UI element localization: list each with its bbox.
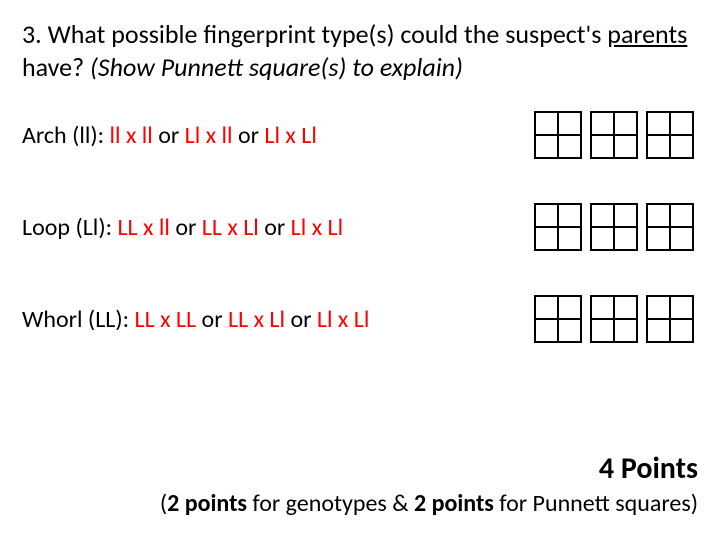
- genotype-cross: LL x LL: [135, 305, 197, 334]
- genotype-cross: LL x Ll: [228, 305, 285, 334]
- question-prefix: 3. What possible fingerprint type(s) cou…: [22, 18, 607, 50]
- separator-or: or: [233, 121, 265, 150]
- punnett-square: [590, 203, 638, 251]
- points-mid1: for genotypes &: [247, 489, 414, 518]
- genotype-cross: Ll x Ll: [264, 121, 316, 150]
- row-label: Arch (ll):: [22, 121, 110, 150]
- row-text: Arch (ll): ll x ll or Ll x ll or Ll x Ll: [22, 121, 317, 150]
- question-underlined: parents: [607, 18, 687, 50]
- punnett-group: [534, 111, 694, 159]
- punnett-square: [534, 203, 582, 251]
- genotype-cross: Ll x Ll: [291, 213, 343, 242]
- separator-or: or: [285, 305, 317, 334]
- answer-row: Whorl (LL): LL x LL or LL x Ll or Ll x L…: [22, 295, 698, 343]
- punnett-group: [534, 203, 694, 251]
- punnett-square: [590, 111, 638, 159]
- punnett-group: [534, 295, 694, 343]
- points-detail: (2 points for genotypes & 2 points for P…: [22, 489, 698, 518]
- genotype-cross: LL x Ll: [202, 213, 259, 242]
- separator-or: or: [196, 305, 228, 334]
- row-text: Whorl (LL): LL x LL or LL x Ll or Ll x L…: [22, 305, 369, 334]
- row-label: Loop (Ll):: [22, 213, 117, 242]
- separator-or: or: [153, 121, 185, 150]
- separator-or: or: [170, 213, 202, 242]
- question-mid: have?: [22, 51, 90, 83]
- punnett-square: [646, 111, 694, 159]
- question-text: 3. What possible fingerprint type(s) cou…: [22, 18, 698, 83]
- points-b2: 2 points: [414, 489, 494, 518]
- answer-row: Arch (ll): ll x ll or Ll x ll or Ll x Ll: [22, 111, 698, 159]
- points-mid2: for Punnett squares): [494, 489, 698, 518]
- punnett-square: [646, 295, 694, 343]
- separator-or: or: [259, 213, 291, 242]
- punnett-square: [534, 295, 582, 343]
- genotype-cross: Ll x Ll: [317, 305, 369, 334]
- points-block: 4 Points (2 points for genotypes & 2 poi…: [22, 450, 698, 518]
- question-italic: (Show Punnett square(s) to explain): [90, 51, 463, 83]
- answer-row: Loop (Ll): LL x ll or LL x Ll or Ll x Ll: [22, 203, 698, 251]
- punnett-square: [646, 203, 694, 251]
- genotype-cross: Ll x ll: [185, 121, 233, 150]
- punnett-square: [534, 111, 582, 159]
- row-text: Loop (Ll): LL x ll or LL x Ll or Ll x Ll: [22, 213, 343, 242]
- points-title: 4 Points: [22, 450, 698, 487]
- answer-rows: Arch (ll): ll x ll or Ll x ll or Ll x Ll…: [22, 111, 698, 343]
- genotype-cross: LL x ll: [117, 213, 169, 242]
- punnett-square: [590, 295, 638, 343]
- row-label: Whorl (LL):: [22, 305, 135, 334]
- genotype-cross: ll x ll: [110, 121, 153, 150]
- points-b1: 2 points: [167, 489, 247, 518]
